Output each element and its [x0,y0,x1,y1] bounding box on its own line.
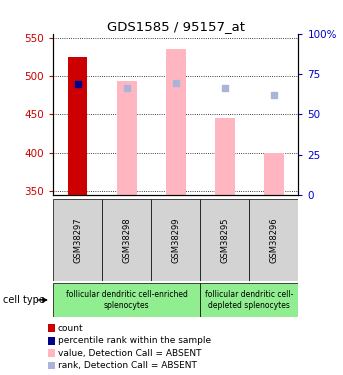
Bar [151,199,200,281]
Bar [53,283,200,317]
Bar [48,324,55,332]
Bar [117,81,137,195]
Text: follicular dendritic cell-
depleted splenocytes: follicular dendritic cell- depleted sple… [205,290,294,310]
Bar [264,153,284,195]
Bar [200,283,298,317]
Bar [215,118,235,195]
Text: rank, Detection Call = ABSENT: rank, Detection Call = ABSENT [58,361,197,370]
Bar [102,199,151,281]
Text: cell type: cell type [3,295,45,305]
Bar [48,337,55,345]
Bar [48,349,55,357]
Text: GSM38295: GSM38295 [220,217,229,263]
Bar [53,199,102,281]
Bar [249,199,298,281]
Text: GSM38297: GSM38297 [73,217,82,263]
Text: follicular dendritic cell-enriched
splenocytes: follicular dendritic cell-enriched splen… [66,290,188,310]
Bar [68,57,87,195]
Bar [200,199,249,281]
Text: percentile rank within the sample: percentile rank within the sample [58,336,211,345]
Text: GSM38296: GSM38296 [269,217,279,263]
Text: count: count [58,324,84,333]
Text: GSM38299: GSM38299 [171,217,180,263]
Bar [166,49,186,195]
Title: GDS1585 / 95157_at: GDS1585 / 95157_at [107,20,245,33]
Text: value, Detection Call = ABSENT: value, Detection Call = ABSENT [58,349,201,358]
Text: GSM38298: GSM38298 [122,217,131,263]
Bar [48,362,55,369]
